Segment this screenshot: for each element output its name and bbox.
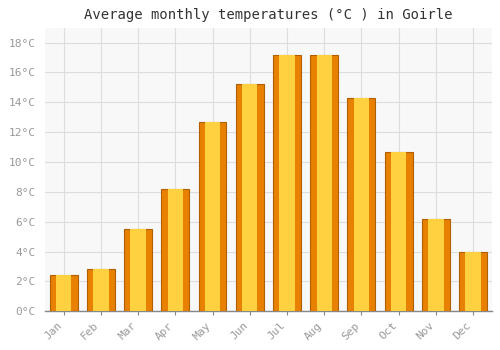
Bar bbox=[242, 84, 258, 311]
Bar bbox=[354, 98, 369, 311]
Bar bbox=[428, 219, 444, 311]
Title: Average monthly temperatures (°C ) in Goirle: Average monthly temperatures (°C ) in Go… bbox=[84, 8, 452, 22]
Bar bbox=[87, 270, 115, 311]
Bar bbox=[459, 252, 487, 311]
Bar bbox=[348, 98, 376, 311]
Bar bbox=[236, 84, 264, 311]
Bar bbox=[168, 189, 183, 311]
Bar bbox=[56, 275, 72, 311]
Bar bbox=[162, 189, 190, 311]
Bar bbox=[310, 55, 338, 311]
Bar bbox=[316, 55, 332, 311]
Bar bbox=[50, 275, 78, 311]
Bar bbox=[466, 252, 480, 311]
Bar bbox=[391, 152, 406, 311]
Bar bbox=[384, 152, 412, 311]
Bar bbox=[205, 122, 220, 311]
Bar bbox=[273, 55, 301, 311]
Bar bbox=[130, 229, 146, 311]
Bar bbox=[124, 229, 152, 311]
Bar bbox=[422, 219, 450, 311]
Bar bbox=[93, 270, 108, 311]
Bar bbox=[280, 55, 294, 311]
Bar bbox=[198, 122, 226, 311]
